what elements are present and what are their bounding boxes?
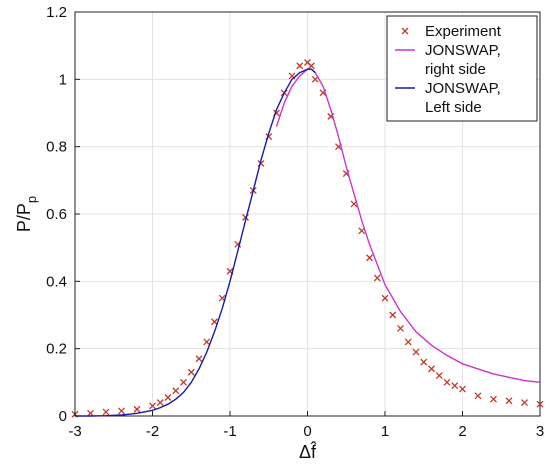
data-point [133, 405, 141, 413]
data-point [180, 378, 187, 386]
legend-marker [401, 27, 409, 35]
data-point [490, 395, 497, 403]
data-point [459, 385, 466, 393]
series-points-0 [71, 59, 544, 418]
series-layer [71, 59, 544, 418]
data-point [389, 311, 397, 319]
data-point [443, 378, 451, 386]
x-tick-label: -2 [146, 423, 159, 440]
legend-label: JONSWAP, [425, 42, 501, 59]
data-point [373, 274, 381, 282]
x-tick-label: 0 [303, 423, 311, 440]
y-axis-label: P/Pp [14, 196, 39, 232]
legend-label: Left side [425, 99, 482, 116]
y-tick-label: 0.6 [46, 206, 67, 223]
y-tick-label: 0 [59, 408, 67, 425]
legend-entry-2: JONSWAP, Left side [395, 80, 501, 116]
data-point [428, 365, 435, 373]
data-point [404, 338, 412, 346]
data-point [187, 368, 195, 376]
legend-label: Experiment [425, 23, 502, 40]
x-tick-label: 3 [536, 423, 544, 440]
data-point [203, 338, 211, 346]
ticks: -3 -2 -1 0 1 2 3 0 0.2 0.4 0.6 0.8 1 1.2 [46, 4, 544, 440]
series-line-2 [75, 68, 316, 417]
data-point [451, 382, 459, 390]
data-point [435, 372, 443, 380]
y-axis-label-subscript: p [24, 196, 39, 203]
data-point [474, 392, 482, 400]
legend: Experiment JONSWAP, right side JONSWAP, Left… [386, 15, 538, 122]
x-tick-label: 1 [381, 423, 389, 440]
x-tick-label: -1 [223, 423, 236, 440]
legend-label: JONSWAP, [425, 80, 501, 97]
data-point [296, 62, 304, 70]
x-tick-label: -3 [68, 423, 81, 440]
y-axis-label-main: P/P [14, 203, 34, 232]
x-axis-label: Δf̂ [299, 441, 317, 462]
y-tick-label: 1.2 [46, 4, 67, 21]
data-point [164, 394, 172, 401]
data-point [366, 254, 373, 262]
y-tick-label: 0.4 [46, 273, 67, 290]
data-point [172, 387, 180, 395]
data-point [149, 402, 156, 410]
data-point [397, 325, 404, 332]
data-point [420, 358, 428, 366]
y-tick-label: 0.8 [46, 139, 67, 156]
data-point [505, 397, 513, 405]
data-point [195, 355, 203, 363]
y-tick-label: 0.2 [46, 341, 67, 358]
x-tick-label: 2 [458, 423, 466, 440]
legend-box [386, 15, 538, 122]
data-point [118, 407, 125, 415]
data-point [536, 400, 544, 408]
data-point [102, 408, 110, 416]
legend-label: right side [425, 61, 486, 78]
data-point [156, 399, 164, 406]
data-point [307, 62, 315, 70]
data-point [412, 348, 420, 356]
legend-entry-1: JONSWAP, right side [395, 42, 501, 78]
data-point [521, 399, 528, 406]
data-point [381, 294, 389, 302]
legend-entry-0: Experiment [401, 23, 502, 40]
y-tick-label: 1 [59, 71, 67, 88]
